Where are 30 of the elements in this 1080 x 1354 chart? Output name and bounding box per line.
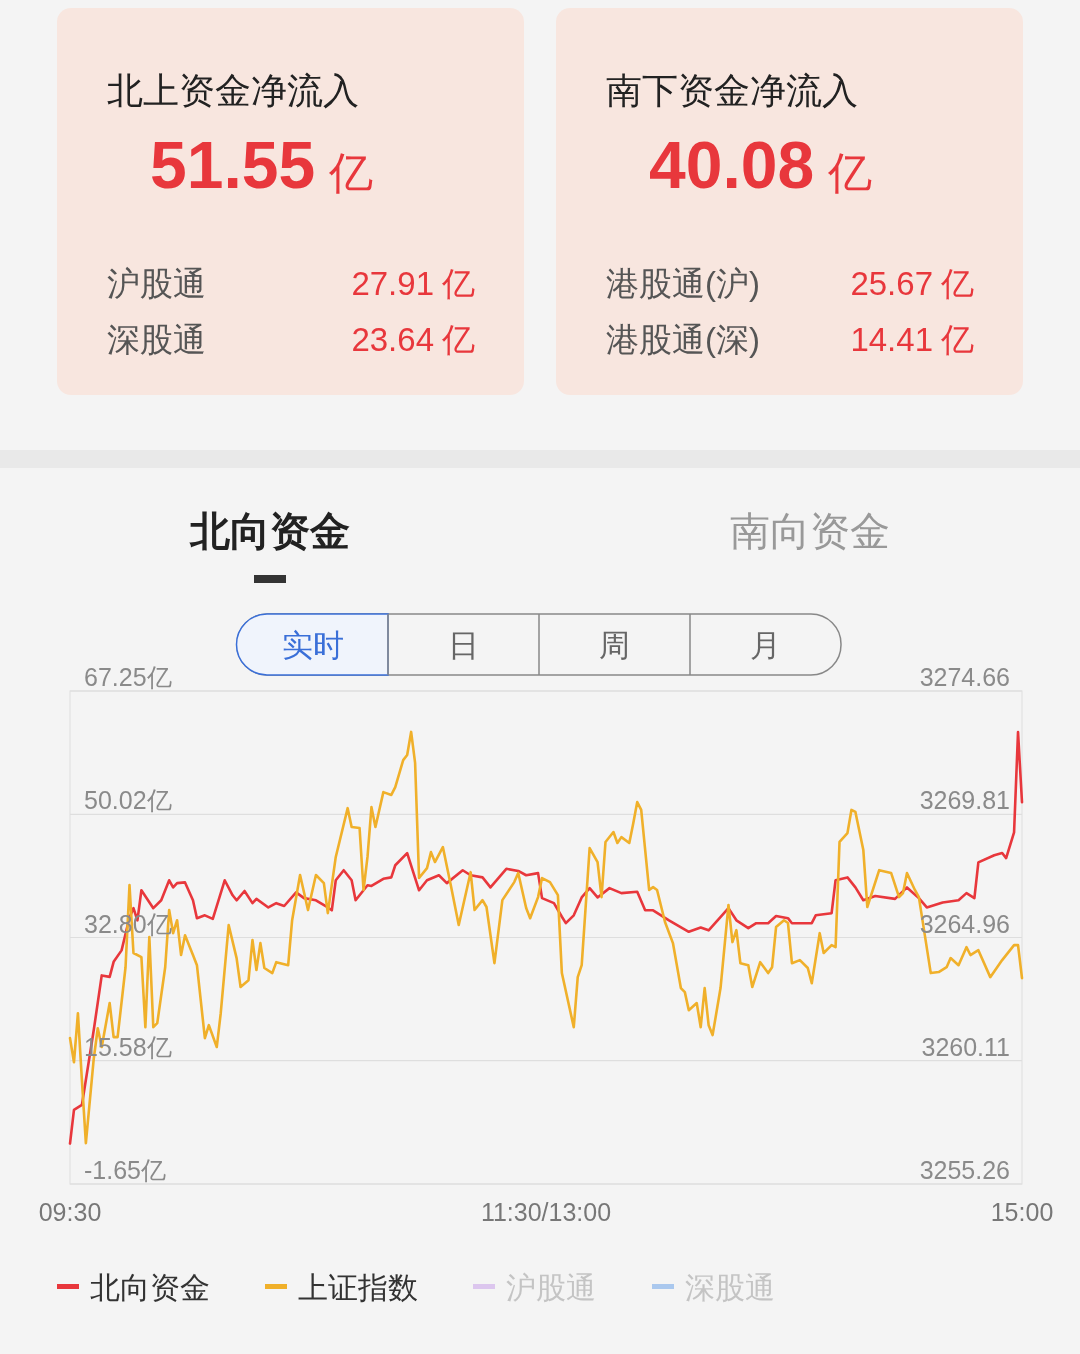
text: 27.91 亿: [351, 265, 475, 302]
text: 北向资金: [189, 509, 350, 553]
text: 南下资金净流入: [606, 70, 858, 111]
y2-tick-label: 3260.11: [921, 1032, 1010, 1061]
y-tick-label: 67.25亿: [84, 663, 172, 691]
text: 深股通: [107, 321, 206, 358]
text: 14.41 亿: [850, 321, 974, 358]
text: 北上资金净流入: [107, 70, 359, 111]
y-tick-label: -1.65亿: [84, 1156, 166, 1184]
y2-tick-label: 3255.26: [919, 1156, 1010, 1184]
y2-tick-label: 3274.66: [919, 663, 1010, 691]
text: 港股通(沪): [606, 265, 760, 302]
text: 港股通(深): [606, 321, 760, 358]
y2-tick-label: 3269.81: [919, 786, 1010, 815]
legend-label: 上证指数: [298, 1271, 418, 1304]
x-tick-label: 15:00: [990, 1198, 1054, 1226]
text: 40.08 亿: [649, 128, 873, 202]
legend-label: 北向资金: [90, 1271, 210, 1304]
x-tick-label: 09:30: [38, 1198, 102, 1226]
text: 51.55 亿: [150, 128, 374, 202]
text: 日: [448, 628, 479, 663]
text: 南向资金: [730, 509, 890, 553]
text: 实时: [281, 628, 344, 663]
y-tick-label: 50.02亿: [84, 786, 172, 815]
text: 25.67 亿: [850, 265, 974, 302]
text: 23.64 亿: [351, 321, 475, 358]
text: 周: [599, 628, 630, 663]
x-tick-label: 11:30/13:00: [480, 1198, 612, 1226]
text: 月: [750, 628, 781, 663]
text: 沪股通: [107, 265, 206, 302]
